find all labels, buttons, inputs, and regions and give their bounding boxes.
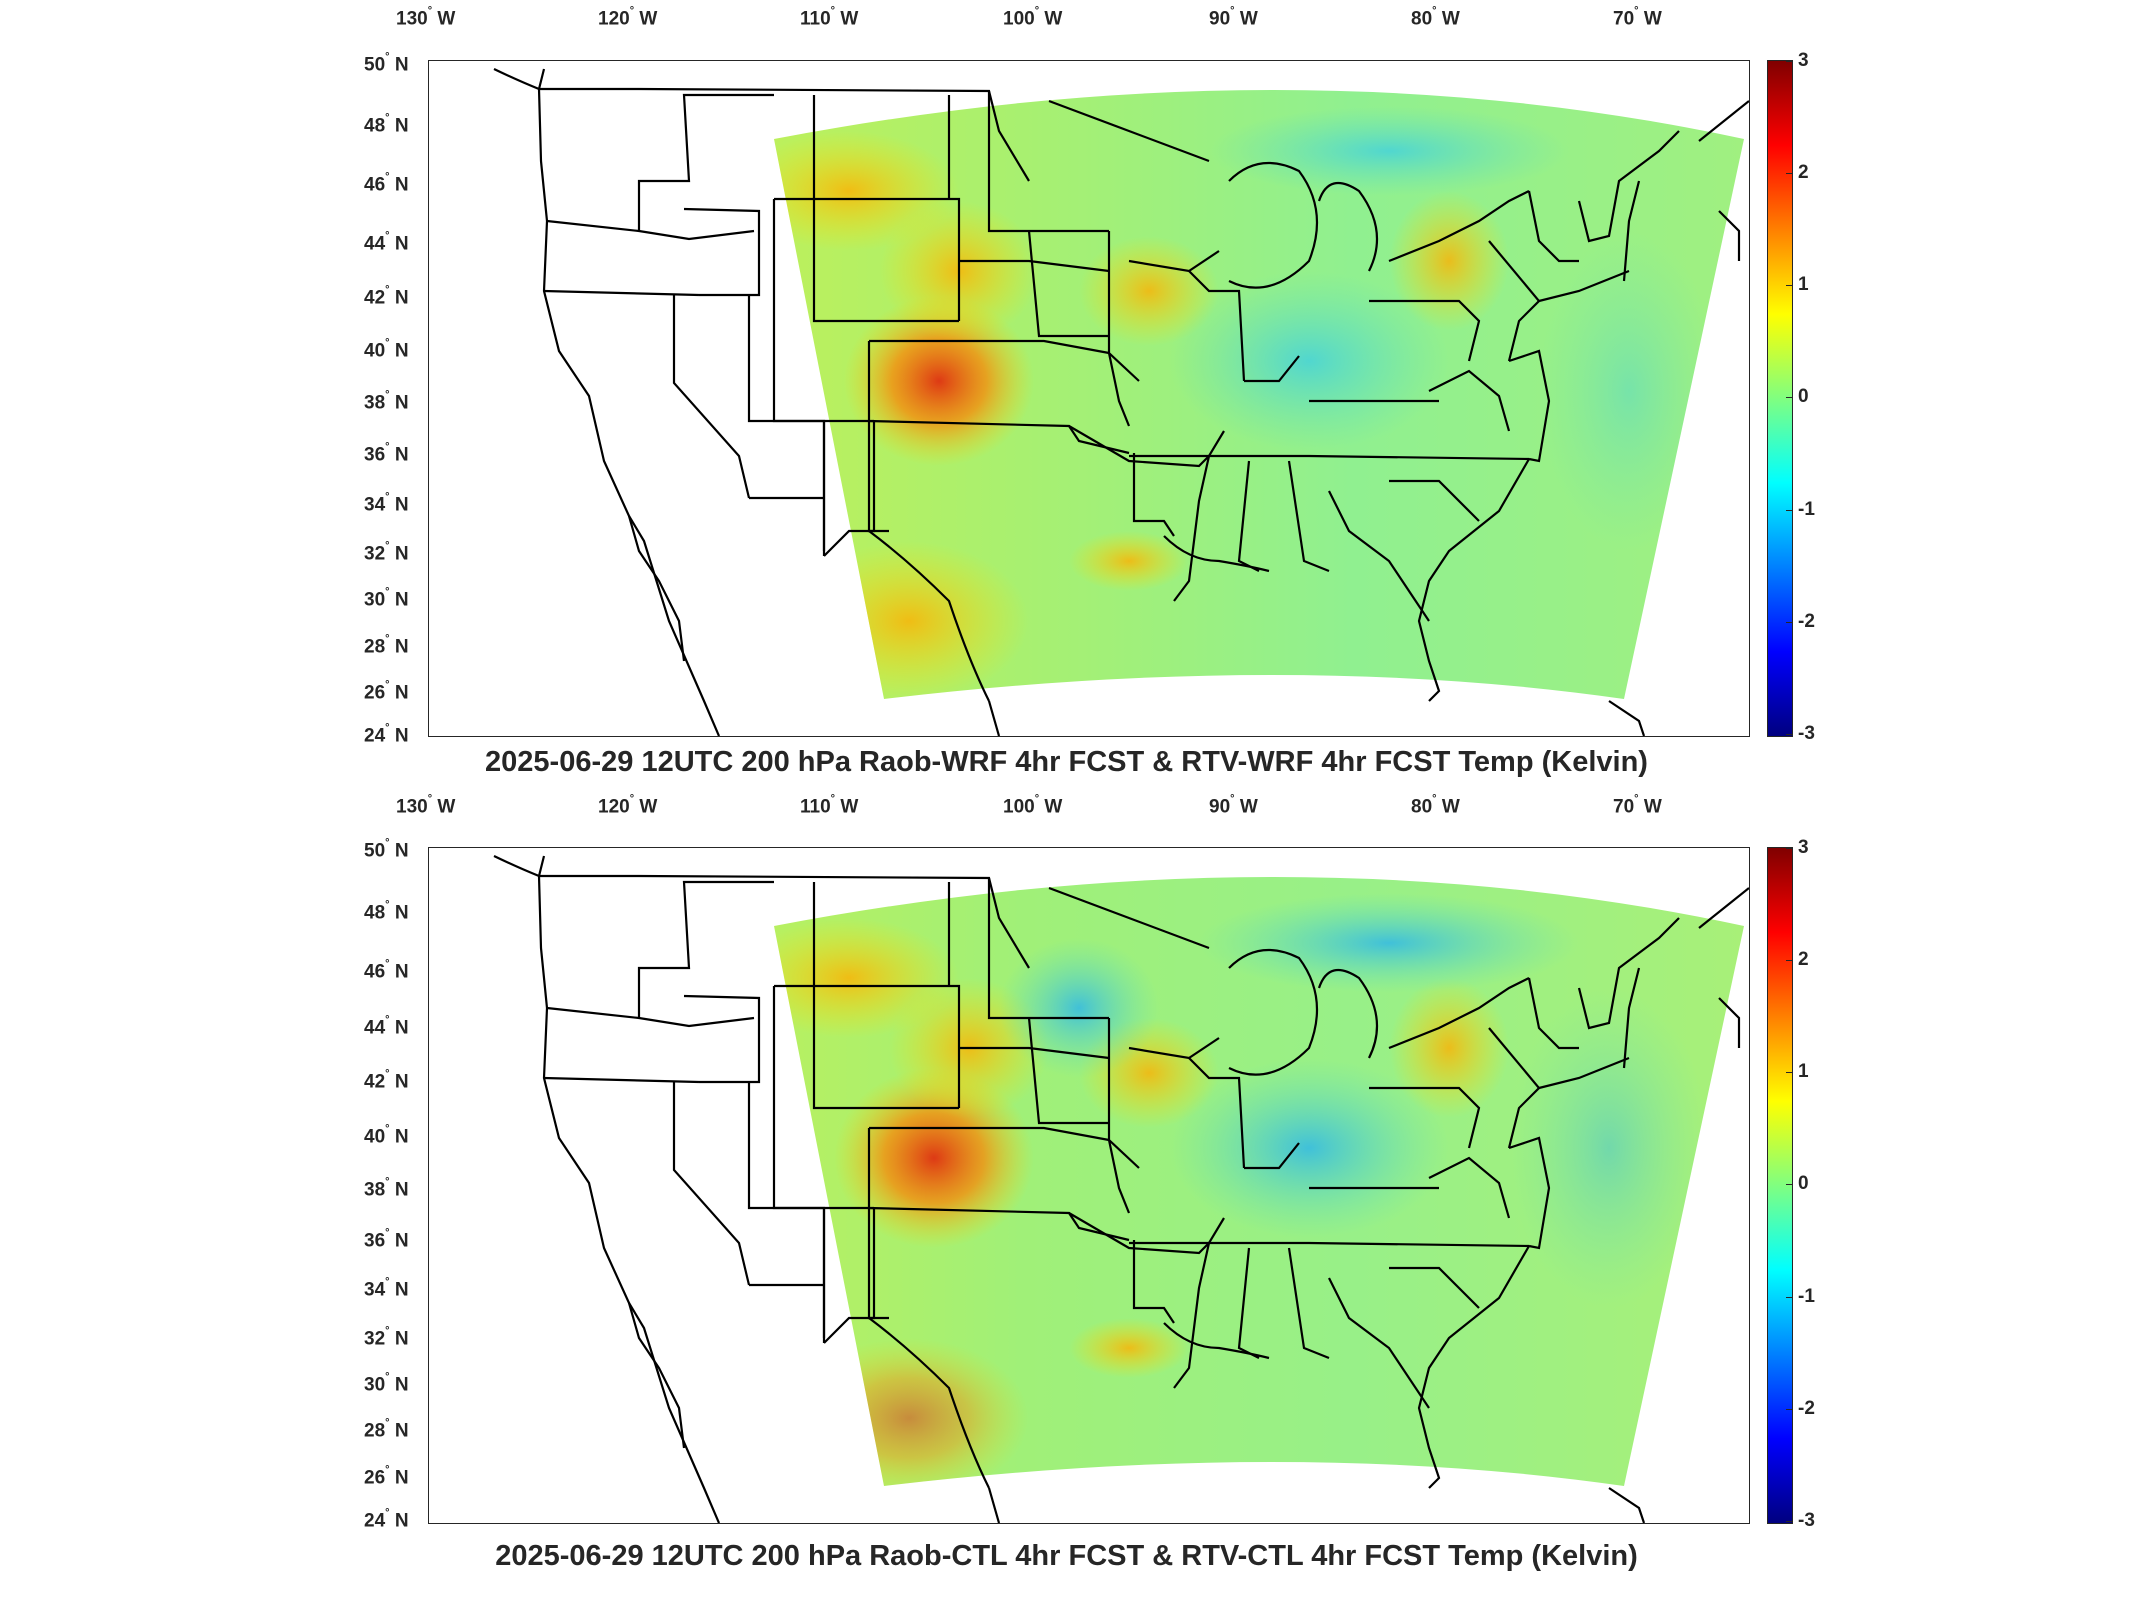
colorbar-tick-mark: [1786, 1521, 1792, 1522]
lat-label: 28° N: [364, 1417, 409, 1442]
colorbar-tick-label: -1: [1798, 1286, 1815, 1307]
lat-label: 30° N: [364, 586, 409, 611]
lon-label-90w: 90° W: [1209, 793, 1258, 818]
temperature-difference-map: [428, 60, 1750, 737]
map-title-bottom: 2025-06-29 12UTC 200 hPa Raob-CTL 4hr FC…: [495, 1540, 1638, 1572]
state-boundaries: [493, 68, 1749, 736]
lon-label-100w: 100° W: [1003, 793, 1063, 818]
colorbar-tick-mark: [1786, 960, 1792, 961]
lon-label-130w: 130° W: [396, 793, 456, 818]
colorbar-tick-label: 0: [1798, 386, 1809, 407]
colorbar-tick-mark: [1786, 848, 1792, 849]
colorbar-tick-label: -1: [1798, 499, 1815, 520]
lon-label-130w: 130° W: [396, 5, 456, 30]
lat-label: 32° N: [364, 540, 409, 565]
lon-label-70w: 70° W: [1613, 5, 1662, 30]
lat-label: 42° N: [364, 1068, 409, 1093]
colorbar-tick-label: 0: [1798, 1173, 1809, 1194]
lat-label: 42° N: [364, 284, 409, 309]
lat-label: 26° N: [364, 679, 409, 704]
colorbar-top: [1767, 60, 1793, 737]
map-panel-top: 130° W 120° W 110° W 100° W 90° W 80° W …: [0, 0, 2133, 790]
colorbar-tick-mark: [1786, 1072, 1792, 1073]
lon-label-80w: 80° W: [1411, 5, 1460, 30]
temperature-difference-map: [428, 847, 1750, 1524]
colorbar-tick-mark: [1786, 1409, 1792, 1410]
lat-label: 28° N: [364, 633, 409, 658]
lat-label: 48° N: [364, 899, 409, 924]
lat-label: 48° N: [364, 112, 409, 137]
lat-label: 26° N: [364, 1464, 409, 1489]
lat-label: 40° N: [364, 337, 409, 362]
lat-label: 38° N: [364, 1176, 409, 1201]
state-boundaries: [493, 855, 1749, 1523]
lon-label-70w: 70° W: [1613, 793, 1662, 818]
map-panel-bottom: 130° W 120° W 110° W 100° W 90° W 80° W …: [0, 790, 2133, 1600]
colorbar-tick-mark: [1786, 285, 1792, 286]
lon-label-80w: 80° W: [1411, 793, 1460, 818]
colorbar-tick-mark: [1786, 1297, 1792, 1298]
lat-label: 44° N: [364, 1014, 409, 1039]
data-field: [774, 90, 1744, 699]
lon-label-110w: 110° W: [800, 5, 859, 30]
lat-label: 40° N: [364, 1123, 409, 1148]
lon-label-100w: 100° W: [1003, 5, 1063, 30]
lat-label: 46° N: [364, 171, 409, 196]
colorbar-tick-mark: [1786, 173, 1792, 174]
colorbar-tick-mark: [1786, 397, 1792, 398]
map-title-top: 2025-06-29 12UTC 200 hPa Raob-WRF 4hr FC…: [485, 746, 1648, 778]
lat-label: 50° N: [364, 51, 409, 76]
colorbar-tick-label: -2: [1798, 1398, 1815, 1419]
colorbar-tick-label: 3: [1798, 50, 1809, 71]
colorbar-tick-label: -3: [1798, 723, 1815, 744]
lat-label: 46° N: [364, 958, 409, 983]
lat-label: 24° N: [364, 1507, 409, 1532]
colorbar-tick-label: -3: [1798, 1510, 1815, 1531]
lat-label: 34° N: [364, 1276, 409, 1301]
colorbar-tick-label: 2: [1798, 949, 1809, 970]
colorbar-tick-mark: [1786, 61, 1792, 62]
colorbar-tick-label: 1: [1798, 1061, 1809, 1082]
colorbar-tick-mark: [1786, 510, 1792, 511]
lon-label-90w: 90° W: [1209, 5, 1258, 30]
data-field: [774, 877, 1744, 1486]
colorbar-tick-mark: [1786, 622, 1792, 623]
lat-label: 36° N: [364, 441, 409, 466]
lon-label-120w: 120° W: [598, 5, 658, 30]
lat-label: 34° N: [364, 491, 409, 516]
lat-label: 50° N: [364, 837, 409, 862]
lat-label: 32° N: [364, 1325, 409, 1350]
colorbar-tick-mark: [1786, 1184, 1792, 1185]
colorbar-tick-mark: [1786, 734, 1792, 735]
lat-label: 38° N: [364, 389, 409, 414]
colorbar-tick-label: -2: [1798, 611, 1815, 632]
lon-label-120w: 120° W: [598, 793, 658, 818]
colorbar-bottom: [1767, 847, 1793, 1524]
lon-label-110w: 110° W: [800, 793, 859, 818]
colorbar-tick-label: 1: [1798, 274, 1809, 295]
lat-label: 24° N: [364, 722, 409, 747]
colorbar-tick-label: 3: [1798, 837, 1809, 858]
lat-label: 44° N: [364, 230, 409, 255]
lat-label: 36° N: [364, 1227, 409, 1252]
lat-label: 30° N: [364, 1371, 409, 1396]
colorbar-tick-label: 2: [1798, 162, 1809, 183]
